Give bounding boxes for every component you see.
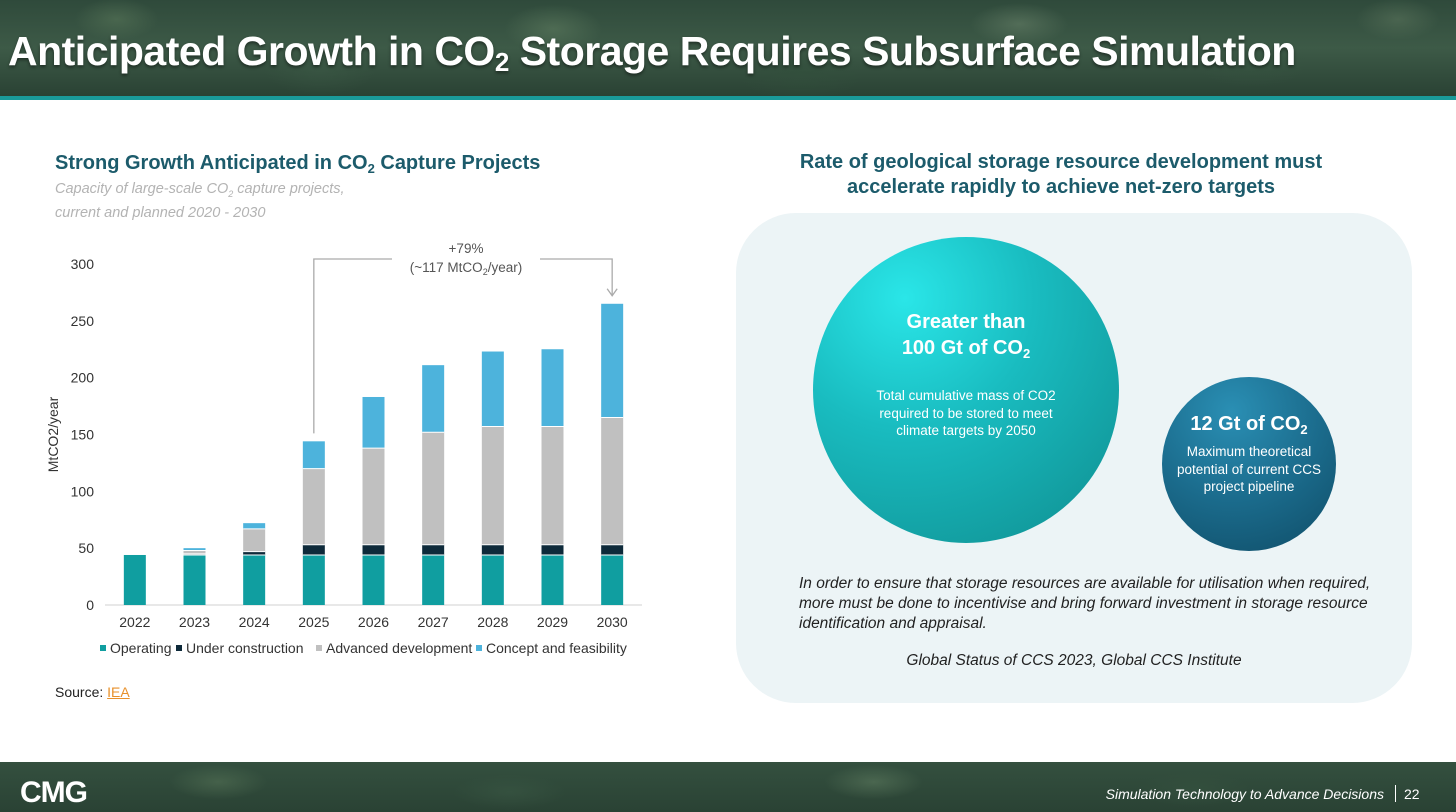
bar-segment-2023-3 [183, 548, 206, 551]
bar-segment-2027-3 [422, 365, 445, 433]
legend-swatch [176, 645, 182, 651]
bar-segment-2023-2 [183, 550, 206, 554]
quote-text: In order to ensure that storage resource… [799, 575, 1371, 632]
bar-segment-2029-0 [541, 554, 564, 605]
storage-heading: Rate of geological storage resource deve… [799, 151, 1323, 198]
footer-banner [0, 762, 1456, 812]
x-tick-label: 2024 [239, 614, 270, 630]
growth-annotation-percent: +79% [449, 241, 484, 256]
chart-heading: Strong Growth Anticipated in CO2 Capture… [55, 152, 541, 176]
growth-annotation-amount: (~117 MtCO2/year) [410, 260, 522, 277]
bar-segment-2028-2 [481, 426, 504, 545]
y-tick-label: 0 [86, 597, 94, 613]
legend-swatch [100, 645, 106, 651]
bar-segment-2027-1 [422, 544, 445, 555]
bar-segment-2026-1 [362, 544, 385, 555]
bar-segment-2025-3 [302, 441, 325, 469]
source-note: Source: IEA [55, 684, 130, 700]
ccs-pipeline-headline: 12 Gt of CO2 [1190, 413, 1308, 437]
y-axis-label: MtCO2/year [45, 396, 61, 472]
y-tick-label: 100 [71, 483, 95, 499]
bar-segment-2029-2 [541, 426, 564, 545]
source-link[interactable]: IEA [107, 684, 130, 700]
bar-segment-2028-1 [481, 544, 504, 555]
bar-segment-2026-0 [362, 554, 385, 605]
legend-swatch [476, 645, 482, 651]
header-divider [0, 96, 1456, 100]
page-separator [1395, 785, 1396, 802]
bar-segment-2025-0 [302, 554, 325, 605]
legend-swatch [316, 645, 322, 651]
bar-segment-2030-3 [601, 303, 624, 418]
bar-segment-2028-0 [481, 554, 504, 605]
y-tick-label: 50 [78, 540, 94, 556]
bar-segment-2024-3 [243, 523, 266, 529]
growth-bracket-right [540, 258, 613, 296]
bar-segment-2030-2 [601, 417, 624, 545]
x-tick-label: 2028 [477, 614, 508, 630]
bar-segment-2027-2 [422, 432, 445, 545]
bar-segment-2030-1 [601, 544, 624, 555]
growth-bracket-left [313, 258, 392, 434]
x-tick-label: 2025 [298, 614, 329, 630]
legend-label: Operating [110, 640, 171, 656]
cumulative-mass-headline: Greater than 100 Gt of CO2 [901, 311, 1031, 361]
bar-segment-2024-0 [243, 554, 266, 605]
chart-subtitle: Capacity of large-scale CO2 capture proj… [55, 181, 345, 221]
legend-label: Concept and feasibility [486, 640, 627, 656]
bar-segment-2024-1 [243, 551, 266, 555]
ccs-pipeline-description: Maximum theoretical potential of current… [1176, 444, 1322, 494]
y-tick-label: 300 [71, 256, 95, 272]
page-title: Anticipated Growth in CO2 Storage Requir… [8, 28, 1296, 77]
header-banner [0, 0, 1456, 96]
bar-segment-2024-2 [243, 528, 266, 552]
co2-capture-bar-chart: 0 50 100 150 200 250 300 MtCO2/year 2022 2023 2024… [45, 241, 642, 656]
bar-segment-2029-1 [541, 544, 564, 555]
cumulative-mass-circle: Greater than 100 Gt of CO2 Total cumulat… [813, 237, 1119, 543]
x-tick-label: 2023 [179, 614, 210, 630]
bar-segment-2023-0 [183, 554, 206, 605]
page-number: 22 [1404, 786, 1420, 802]
x-tick-label: 2026 [358, 614, 389, 630]
cmg-logo: CMG [20, 776, 88, 809]
bar-segment-2028-3 [481, 351, 504, 427]
legend-label: Under construction [186, 640, 304, 656]
bar-segment-2026-3 [362, 396, 385, 449]
x-tick-label: 2029 [537, 614, 568, 630]
bar-segment-2025-1 [302, 544, 325, 555]
ccs-pipeline-circle: 12 Gt of CO2 Maximum theoretical potenti… [1162, 377, 1336, 551]
growth-arrow-head [606, 288, 618, 297]
bar-segment-2026-2 [362, 448, 385, 545]
quote-citation: Global Status of CCS 2023, Global CCS In… [906, 652, 1242, 669]
legend-label: Advanced development [326, 640, 472, 656]
bar-segment-2029-3 [541, 349, 564, 427]
bar-segment-2027-0 [422, 554, 445, 605]
x-tick-label: 2022 [119, 614, 150, 630]
y-tick-label: 200 [71, 370, 95, 386]
cumulative-mass-description: Total cumulative mass of CO2 required to… [876, 388, 1056, 438]
bar-segment-2023-1 [183, 553, 206, 555]
bar-segment-2025-2 [302, 468, 325, 545]
x-tick-label: 2027 [418, 614, 449, 630]
x-tick-label: 2030 [597, 614, 628, 630]
bar-segment-2030-0 [601, 554, 624, 605]
footer-tagline: Simulation Technology to Advance Decisio… [1105, 786, 1384, 802]
y-tick-label: 150 [71, 427, 95, 443]
y-tick-label: 250 [71, 313, 95, 329]
bar-segment-2022-0 [123, 554, 146, 605]
